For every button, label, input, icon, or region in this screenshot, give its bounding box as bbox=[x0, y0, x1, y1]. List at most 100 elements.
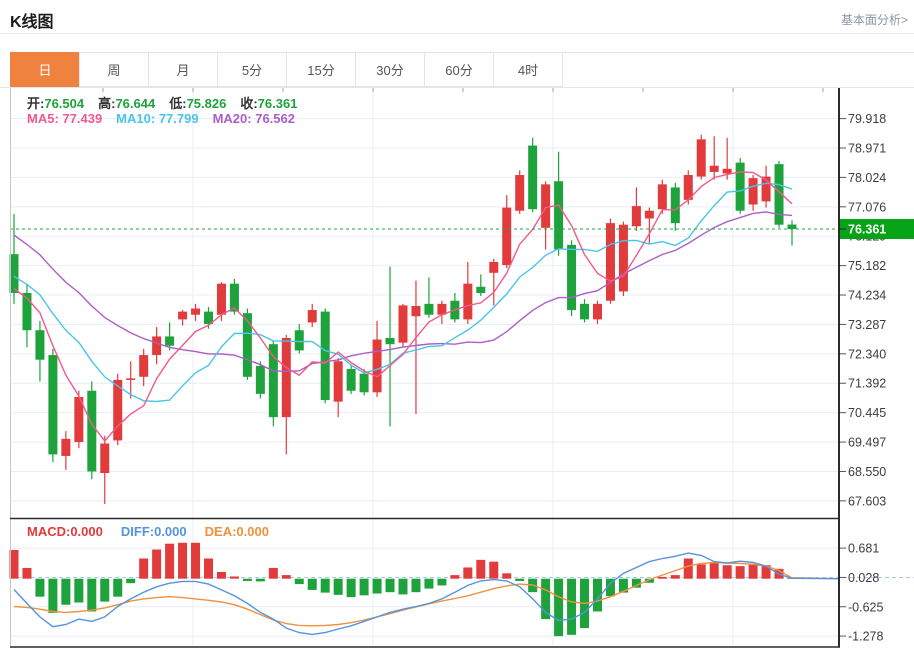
macd-bar[interactable] bbox=[242, 578, 252, 581]
macd-bar[interactable] bbox=[683, 558, 693, 579]
candle[interactable] bbox=[774, 164, 784, 225]
candle[interactable] bbox=[191, 308, 201, 315]
candle[interactable] bbox=[9, 254, 19, 293]
candle[interactable] bbox=[657, 184, 667, 210]
candle[interactable] bbox=[476, 286, 486, 293]
candle[interactable] bbox=[204, 311, 213, 325]
candle[interactable] bbox=[385, 337, 395, 345]
candle[interactable] bbox=[463, 283, 473, 320]
macd-bar[interactable] bbox=[216, 571, 226, 579]
macd-bar[interactable] bbox=[372, 578, 382, 594]
candle[interactable] bbox=[748, 178, 758, 205]
candle[interactable] bbox=[61, 438, 71, 456]
candle[interactable] bbox=[229, 283, 239, 312]
macd-bar[interactable] bbox=[437, 578, 447, 586]
macd-bar[interactable] bbox=[333, 578, 343, 595]
tab-5min[interactable]: 5分 bbox=[217, 52, 287, 87]
candle[interactable] bbox=[644, 210, 654, 219]
candle[interactable] bbox=[580, 303, 590, 320]
candle[interactable] bbox=[35, 330, 45, 360]
candle[interactable] bbox=[216, 283, 226, 315]
macd-bar[interactable] bbox=[294, 578, 304, 585]
macd-bar[interactable] bbox=[398, 578, 408, 595]
candle[interactable] bbox=[515, 175, 525, 211]
candle[interactable] bbox=[48, 355, 58, 455]
macd-bar[interactable] bbox=[631, 578, 641, 588]
macd-bar[interactable] bbox=[268, 567, 278, 579]
macd-bar[interactable] bbox=[709, 562, 719, 579]
candle[interactable] bbox=[359, 373, 369, 393]
macd-bar[interactable] bbox=[593, 578, 602, 612]
macd-bar[interactable] bbox=[178, 542, 188, 579]
candle[interactable] bbox=[502, 207, 512, 266]
macd-bar[interactable] bbox=[411, 578, 421, 593]
tab-day[interactable]: 日 bbox=[10, 52, 80, 87]
tab-4hour[interactable]: 4时 bbox=[493, 52, 563, 87]
tab-30min[interactable]: 30分 bbox=[355, 52, 425, 87]
candle[interactable] bbox=[709, 165, 719, 172]
candle[interactable] bbox=[333, 361, 343, 402]
macd-bar[interactable] bbox=[87, 578, 97, 612]
candle[interactable] bbox=[100, 443, 110, 474]
macd-bar[interactable] bbox=[165, 543, 175, 579]
macd-bar[interactable] bbox=[346, 578, 356, 598]
macd-bar[interactable] bbox=[229, 576, 239, 579]
macd-bar[interactable] bbox=[139, 558, 149, 579]
fundamental-analysis-link[interactable]: 基本面分析> bbox=[840, 13, 908, 27]
candle[interactable] bbox=[22, 292, 32, 331]
candle[interactable] bbox=[372, 339, 382, 393]
macd-bar[interactable] bbox=[100, 578, 110, 602]
candle[interactable] bbox=[139, 355, 149, 377]
macd-bar[interactable] bbox=[644, 578, 654, 583]
tab-week[interactable]: 周 bbox=[79, 52, 149, 87]
candle[interactable] bbox=[605, 223, 615, 301]
macd-bar[interactable] bbox=[476, 559, 486, 579]
macd-bar[interactable] bbox=[22, 567, 32, 579]
macd-bar[interactable] bbox=[554, 578, 564, 637]
candle[interactable] bbox=[411, 306, 421, 317]
candle[interactable] bbox=[152, 336, 162, 356]
tab-60min[interactable]: 60分 bbox=[424, 52, 494, 87]
candle[interactable] bbox=[346, 369, 356, 391]
macd-bar[interactable] bbox=[191, 542, 201, 579]
candle[interactable] bbox=[178, 311, 188, 320]
macd-bar[interactable] bbox=[9, 549, 19, 579]
candle[interactable] bbox=[567, 244, 577, 311]
macd-bar[interactable] bbox=[126, 578, 136, 584]
candle[interactable] bbox=[268, 344, 278, 418]
macd-bar[interactable] bbox=[307, 578, 317, 590]
candle[interactable] bbox=[722, 168, 732, 174]
macd-bar[interactable] bbox=[385, 578, 395, 593]
macd-bar[interactable] bbox=[515, 578, 525, 581]
candle[interactable] bbox=[631, 206, 641, 227]
candle[interactable] bbox=[735, 162, 745, 211]
candle[interactable] bbox=[437, 303, 447, 315]
candle[interactable] bbox=[74, 396, 84, 442]
candle[interactable] bbox=[683, 175, 693, 200]
macd-bar[interactable] bbox=[204, 558, 213, 579]
macd-bar[interactable] bbox=[735, 566, 745, 579]
macd-bar[interactable] bbox=[761, 565, 771, 579]
macd-bar[interactable] bbox=[424, 578, 434, 589]
kline-chart-canvas[interactable]: 79.91878.97178.02477.07676.12975.18274.2… bbox=[0, 88, 914, 651]
macd-bar[interactable] bbox=[61, 578, 71, 605]
macd-bar[interactable] bbox=[696, 564, 706, 579]
candle[interactable] bbox=[528, 145, 538, 210]
macd-bar[interactable] bbox=[618, 578, 628, 593]
candle[interactable] bbox=[489, 261, 499, 273]
candle[interactable] bbox=[126, 378, 136, 380]
macd-bar[interactable] bbox=[605, 578, 615, 597]
candle[interactable] bbox=[255, 365, 265, 394]
macd-bar[interactable] bbox=[74, 578, 84, 603]
macd-bar[interactable] bbox=[489, 561, 499, 579]
candle[interactable] bbox=[593, 303, 602, 320]
candle[interactable] bbox=[242, 313, 252, 377]
tab-month[interactable]: 月 bbox=[148, 52, 218, 87]
macd-bar[interactable] bbox=[113, 578, 123, 597]
macd-bar[interactable] bbox=[722, 565, 732, 579]
macd-bar[interactable] bbox=[359, 578, 369, 596]
macd-bar[interactable] bbox=[657, 576, 667, 579]
candle[interactable] bbox=[320, 311, 330, 401]
candle[interactable] bbox=[424, 303, 434, 315]
candle[interactable] bbox=[554, 181, 564, 250]
